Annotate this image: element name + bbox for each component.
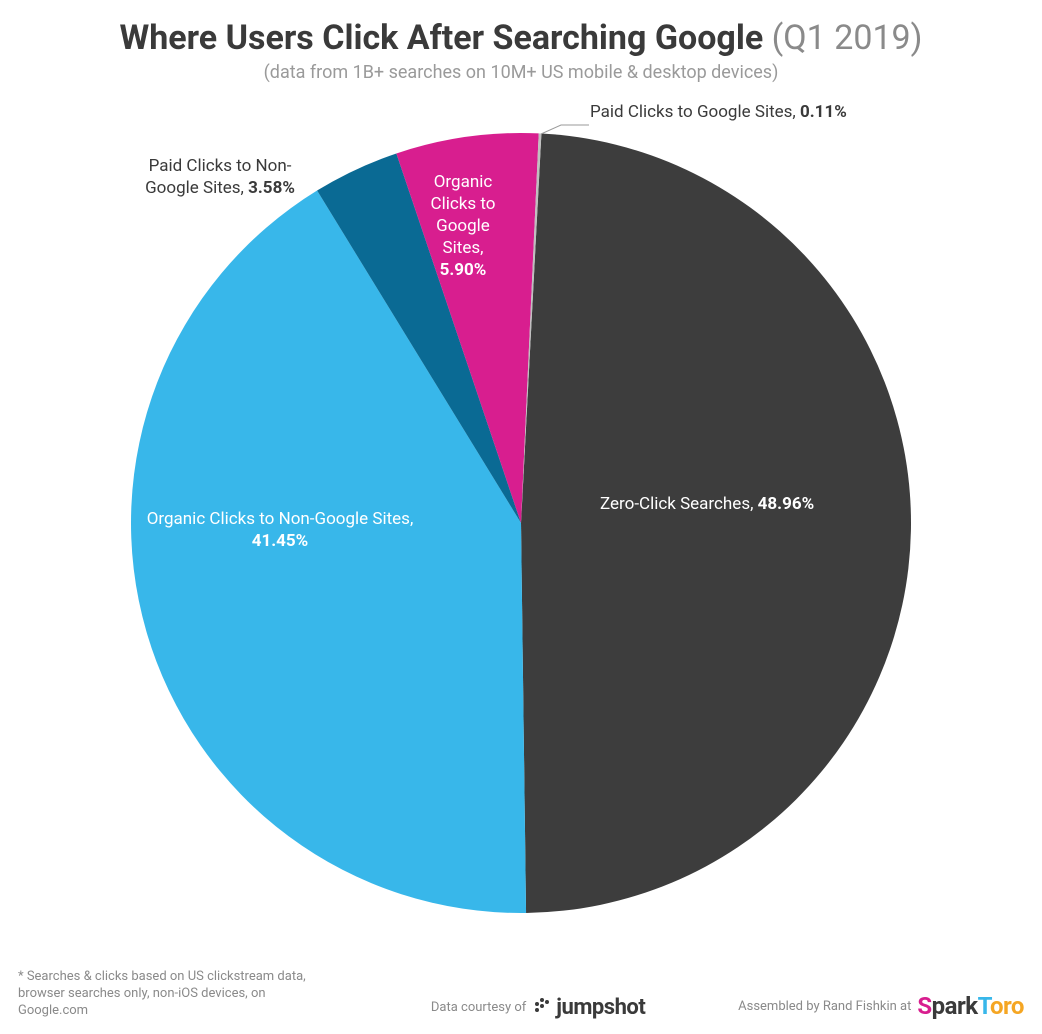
assembled-by: Assembled by Rand Fishkin at SparkToro bbox=[738, 992, 1024, 1020]
jumpshot-logo: jumpshot bbox=[534, 995, 645, 1020]
pie-chart: Zero-Click Searches, 48.96% Organic Clic… bbox=[0, 83, 1042, 913]
jumpshot-dots-icon bbox=[534, 996, 552, 1014]
title-block: Where Users Click After Searching Google… bbox=[0, 0, 1042, 83]
subtitle: (data from 1B+ searches on 10M+ US mobil… bbox=[0, 62, 1042, 83]
leader-line bbox=[541, 125, 589, 134]
footer: * Searches & clicks based on US clickstr… bbox=[0, 969, 1042, 1020]
slice-label-paid-google: Paid Clicks to Google Sites, 0.11% bbox=[590, 101, 910, 123]
pie-slice bbox=[521, 134, 911, 913]
title-main: Where Users Click After Searching Google bbox=[120, 18, 764, 58]
sparktoro-logo: SparkToro bbox=[917, 992, 1024, 1020]
data-courtesy: Data courtesy of jumpshot bbox=[431, 995, 645, 1020]
slice-label-zero-click: Zero-Click Searches, 48.96% bbox=[600, 493, 880, 515]
slice-label-paid-nongoogle: Paid Clicks to Non-Google Sites, 3.58% bbox=[130, 155, 310, 199]
slice-label-organic-nongoogle: Organic Clicks to Non-Google Sites, 41.4… bbox=[120, 508, 440, 552]
title-suffix: (Q1 2019) bbox=[763, 18, 922, 58]
slice-label-organic-google: Organic Clicks to Google Sites, 5.90% bbox=[418, 171, 508, 281]
footnote: * Searches & clicks based on US clickstr… bbox=[18, 969, 338, 1020]
